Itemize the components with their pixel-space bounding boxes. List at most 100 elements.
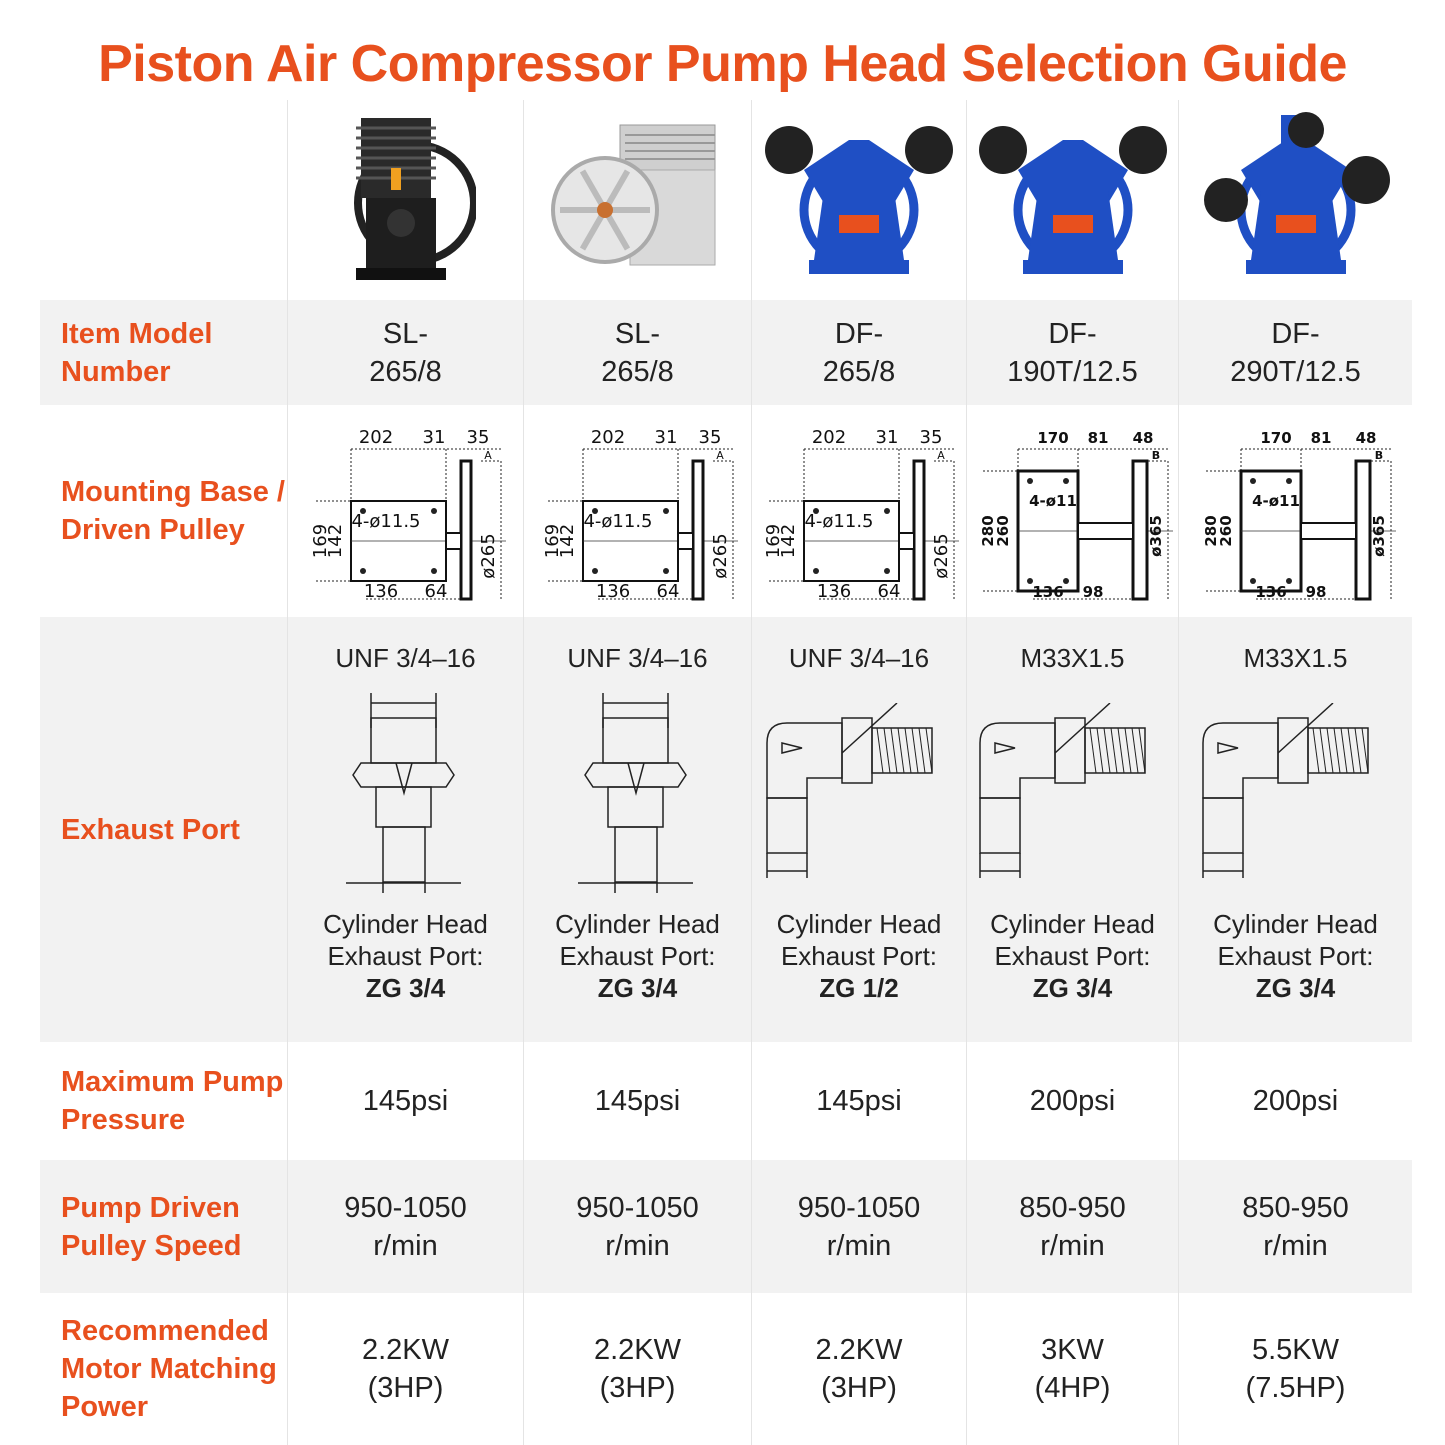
exhaust-port: UNF 3/4–16 Cylinder Head Exhaust Port: ZG 3… xyxy=(287,617,523,1042)
speed-unit: r/min xyxy=(605,1229,670,1262)
dimension-groove: B xyxy=(1151,449,1159,462)
model-prefix: SL- xyxy=(382,317,429,350)
dimension-w: 202 xyxy=(358,427,392,448)
exhaust-desc-line: Exhaust Port: xyxy=(327,941,484,971)
speed-value: 850-950 xyxy=(1019,1191,1126,1224)
exhaust-desc-line: Exhaust Port: xyxy=(994,941,1151,971)
product-image xyxy=(751,100,966,300)
model-suffix: 190T/12.5 xyxy=(1007,355,1138,388)
speed-unit: r/min xyxy=(826,1229,892,1262)
dimension-b: 48 xyxy=(1355,429,1376,447)
dimension-w: 202 xyxy=(590,427,624,448)
dimension-dia: ø265 xyxy=(931,533,952,578)
fitting-elbow-drawing xyxy=(970,683,1175,898)
pressure-value: 145psi xyxy=(816,1085,902,1117)
thread-spec: M33X1.5 xyxy=(1020,643,1125,673)
thread-spec: UNF 3/4–16 xyxy=(788,643,930,673)
model-number: DF- 190T/12.5 xyxy=(966,300,1178,405)
pulley-speed: 950-1050 r/min xyxy=(523,1160,751,1293)
dimension-dia: ø365 xyxy=(1147,515,1165,557)
speed-unit: r/min xyxy=(1040,1229,1105,1262)
dimension-a: 81 xyxy=(1310,429,1331,447)
dimension-h1: 280 xyxy=(979,515,997,546)
row-label-model: Item Model Number xyxy=(61,317,213,388)
motor-power: 5.5KW (7.5HP) xyxy=(1178,1293,1412,1445)
dimension-base: 136 xyxy=(595,581,629,601)
dimension-dia: ø265 xyxy=(478,533,499,578)
model-number: DF- 265/8 xyxy=(751,300,966,405)
dimension-a: 31 xyxy=(654,427,677,448)
model-row: Item Model Number SL- 265/8 SL- 265/8 DF- 265/… xyxy=(40,300,1412,405)
dimension-a: 81 xyxy=(1087,429,1108,447)
dimension-dia: ø265 xyxy=(710,533,731,578)
max-pressure: 200psi xyxy=(1178,1042,1412,1160)
dimension-off: 64 xyxy=(656,581,679,601)
dimension-a: 31 xyxy=(876,427,899,448)
pressure-row: Maximum Pump Pressure 145psi 145psi 145psi 2… xyxy=(40,1042,1412,1160)
dimension-h1: 169 xyxy=(763,524,784,558)
dimension-holes: 4-ø11.5 xyxy=(583,511,652,532)
fitting-elbow-drawing xyxy=(1193,683,1398,898)
pulley-speed: 950-1050 r/min xyxy=(751,1160,966,1293)
exhaust-size: ZG 3/4 xyxy=(1255,973,1336,1003)
exhaust-size: ZG 3/4 xyxy=(597,973,678,1003)
pressure-value: 200psi xyxy=(1252,1085,1339,1117)
power-hp: (3HP) xyxy=(599,1372,676,1404)
exhaust-size: ZG 1/2 xyxy=(819,973,899,1003)
dimension-off: 64 xyxy=(424,581,447,601)
power-kw: 3KW xyxy=(1041,1334,1104,1366)
dimension-base: 136 xyxy=(817,581,851,601)
max-pressure: 145psi xyxy=(751,1042,966,1160)
blue-v-twin-pump-icon xyxy=(978,110,1168,290)
product-image xyxy=(287,100,523,300)
dimension-h2: 142 xyxy=(778,524,799,558)
dimension-w: 170 xyxy=(1037,429,1068,447)
exhaust-desc-line: Exhaust Port: xyxy=(559,941,716,971)
speed-row: Pump Driven Pulley Speed 950-1050 r/min 950… xyxy=(40,1160,1412,1293)
motor-power: 3KW (4HP) xyxy=(966,1293,1178,1445)
model-suffix: 290T/12.5 xyxy=(1230,355,1361,388)
dimension-h2: 142 xyxy=(325,524,346,558)
motor-power: 2.2KW (3HP) xyxy=(523,1293,751,1445)
dimension-w: 202 xyxy=(812,427,846,448)
exhaust-port: M33X1.5 Cylinder Head Exhaust Port: ZG 3/4 xyxy=(966,617,1178,1042)
model-prefix: DF- xyxy=(1271,317,1320,350)
motor-power: 2.2KW (3HP) xyxy=(751,1293,966,1445)
pressure-value: 200psi xyxy=(1029,1085,1116,1117)
pulley-speed: 950-1050 r/min xyxy=(287,1160,523,1293)
pressure-value: 145psi xyxy=(594,1085,681,1117)
exhaust-port: M33X1.5 Cylinder Head Exhaust Port: ZG 3/4 xyxy=(1178,617,1412,1042)
exhaust-desc-line: Cylinder Head xyxy=(990,909,1155,939)
fitting-straight-drawing xyxy=(341,683,471,898)
exhaust-port: UNF 3/4–16 Cylinder Head Exhaust Port: ZG 3… xyxy=(523,617,751,1042)
exhaust-desc-line: Exhaust Port: xyxy=(1217,941,1374,971)
exhaust-size: ZG 3/4 xyxy=(365,973,446,1003)
exhaust-desc-line: Exhaust Port: xyxy=(780,941,938,971)
row-label-power: Recommended Motor Matching Power xyxy=(61,1315,277,1423)
dimension-b: 35 xyxy=(466,427,489,448)
dimension-h2: 260 xyxy=(994,515,1012,546)
speed-value: 950-1050 xyxy=(576,1191,699,1224)
row-label-mount: Mounting Base / Driven Pulley xyxy=(61,476,285,546)
blue-w-triple-pump-icon xyxy=(1201,110,1391,290)
dimension-h1: 280 xyxy=(1202,515,1220,546)
dimension-holes: 4-ø11.5 xyxy=(804,511,873,532)
mounting-diagram: 170 81 48 B 4-ø11 136 98 280 260 ø365 xyxy=(966,405,1178,617)
dimension-w: 170 xyxy=(1260,429,1291,447)
black-cast-iron-pump-icon xyxy=(336,108,478,293)
dimension-base: 136 xyxy=(1032,583,1063,601)
motor-power: 2.2KW (3HP) xyxy=(287,1293,523,1445)
mounting-diagram: 202 31 35 A 4-ø11.5 136 64 169 142 ø265 xyxy=(287,405,523,617)
power-hp: (3HP) xyxy=(367,1372,444,1404)
power-row: Recommended Motor Matching Power 2.2KW (3H… xyxy=(40,1293,1412,1445)
model-suffix: 265/8 xyxy=(369,355,442,388)
image-row xyxy=(40,100,1412,300)
fitting-straight-drawing xyxy=(573,683,703,898)
dimension-dia: ø365 xyxy=(1370,515,1388,557)
exhaust-desc-line: Cylinder Head xyxy=(555,909,720,939)
dimension-h1: 169 xyxy=(542,524,563,558)
